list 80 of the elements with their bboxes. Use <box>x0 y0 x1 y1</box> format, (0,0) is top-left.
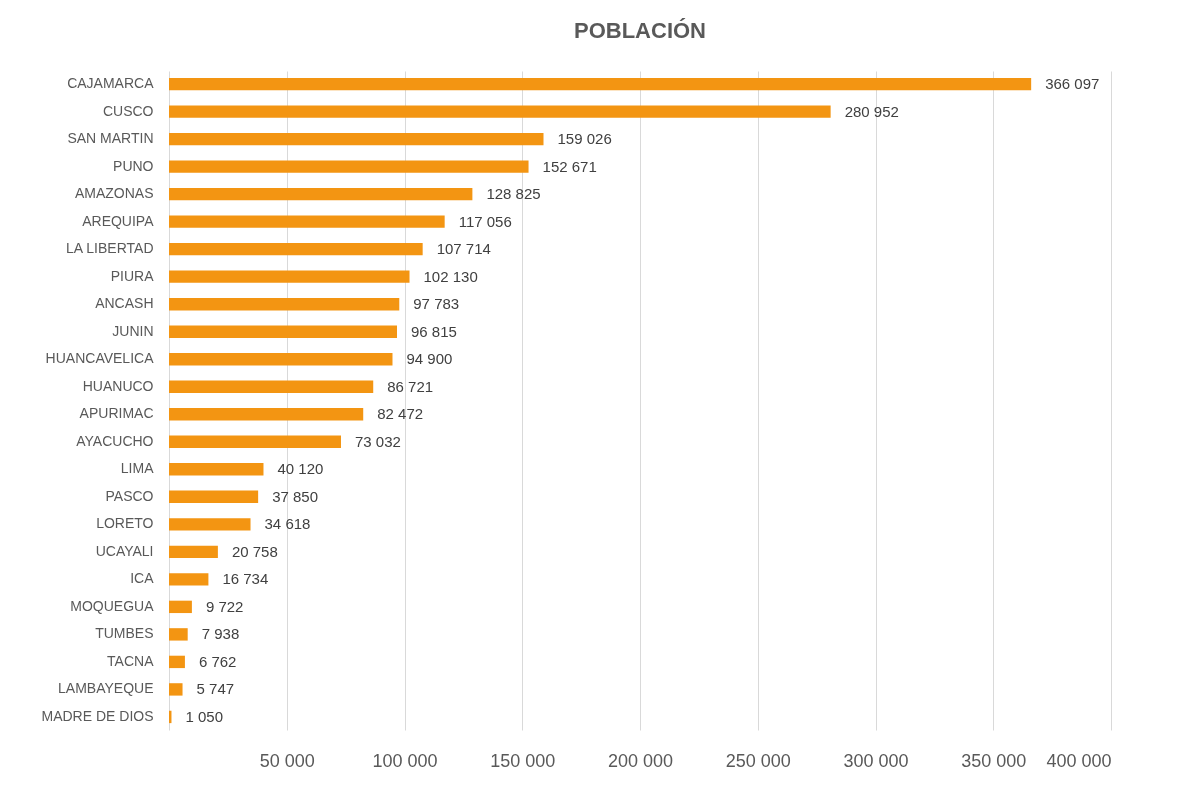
x-tick-label: 350 000 <box>961 750 1027 771</box>
data-label: 9 722 <box>205 597 244 615</box>
x-tick-label: 300 000 <box>843 750 909 771</box>
data-label: 97 783 <box>413 295 460 313</box>
bar <box>169 325 397 338</box>
y-tick-label: APURIMAC <box>79 405 154 422</box>
bar <box>169 463 264 476</box>
x-tick-label: 50 000 <box>259 750 315 771</box>
bar <box>169 160 529 173</box>
y-tick-label: LAMBAYEQUE <box>58 680 154 697</box>
y-tick-label: PIURA <box>110 267 155 284</box>
y-tick-label: LIMA <box>120 460 155 477</box>
data-label: 107 714 <box>436 240 491 258</box>
bar <box>169 270 410 283</box>
data-label: 40 120 <box>277 460 324 478</box>
y-tick-label: LA LIBERTAD <box>66 240 154 257</box>
bar <box>169 490 259 503</box>
bar <box>169 187 473 201</box>
data-label: 16 734 <box>222 570 269 588</box>
y-tick-label: AYACUCHO <box>76 432 154 449</box>
data-label: 34 618 <box>264 515 311 533</box>
data-label: 37 850 <box>272 487 319 505</box>
data-label: 159 026 <box>557 130 612 148</box>
data-label: 1 050 <box>185 707 224 725</box>
y-tick-label: PASCO <box>105 487 154 504</box>
bar <box>169 77 1032 91</box>
bar <box>169 408 364 421</box>
y-tick-label: ANCASH <box>95 295 154 312</box>
chart-title: POBLACIÓN <box>574 18 706 43</box>
data-label: 73 032 <box>354 432 401 450</box>
data-label: 366 097 <box>1045 75 1100 93</box>
bar <box>169 435 341 448</box>
bar <box>169 518 251 531</box>
y-tick-label: CAJAMARCA <box>67 75 155 92</box>
data-label: 6 762 <box>198 652 237 670</box>
data-label: 86 721 <box>387 377 434 395</box>
data-label: 7 938 <box>201 625 240 643</box>
y-tick-label: LORETO <box>96 515 154 532</box>
y-tick-label: JUNIN <box>112 322 154 339</box>
bar <box>169 353 393 366</box>
data-label: 94 900 <box>406 350 453 368</box>
y-tick-label: AREQUIPA <box>82 212 155 229</box>
x-tick-label: 200 000 <box>607 750 674 771</box>
bar <box>169 600 192 614</box>
bar <box>169 242 423 256</box>
x-tick-label: 150 000 <box>490 750 556 771</box>
bar <box>169 132 544 146</box>
y-tick-label: HUANUCO <box>82 377 154 394</box>
y-tick-label: MOQUEGUA <box>70 597 155 614</box>
y-tick-label: TACNA <box>107 652 155 669</box>
y-tick-label: TUMBES <box>95 625 154 642</box>
data-label: 102 130 <box>423 267 478 285</box>
bar <box>169 545 218 559</box>
data-label: 5 747 <box>196 680 235 698</box>
data-label: 152 671 <box>542 157 597 175</box>
data-label: 82 472 <box>377 405 424 423</box>
data-label: 96 815 <box>411 322 457 340</box>
data-label: 280 952 <box>844 102 899 120</box>
bar <box>169 573 209 586</box>
y-tick-label: ICA <box>130 570 155 587</box>
bar <box>169 655 185 669</box>
y-tick-label: UCAYALI <box>95 542 154 559</box>
y-tick-label: CUSCO <box>102 102 154 119</box>
y-tick-label: SAN MARTIN <box>67 130 154 147</box>
x-tick-label: 400 000 <box>1046 750 1112 771</box>
bar <box>169 380 374 393</box>
x-tick-label: 100 000 <box>372 750 438 771</box>
bar <box>169 628 188 641</box>
data-label: 20 758 <box>231 542 278 560</box>
data-label: 117 056 <box>458 212 512 230</box>
y-tick-label: MADRE DE DIOS <box>41 707 154 724</box>
data-label: 128 825 <box>486 185 541 203</box>
bar <box>169 105 831 118</box>
bar <box>169 683 183 696</box>
bar <box>169 215 445 228</box>
y-tick-label: PUNO <box>113 157 154 174</box>
bar <box>169 298 400 311</box>
x-tick-label: 250 000 <box>725 750 791 771</box>
y-tick-label: HUANCAVELICA <box>45 350 155 367</box>
y-tick-label: AMAZONAS <box>74 185 154 202</box>
